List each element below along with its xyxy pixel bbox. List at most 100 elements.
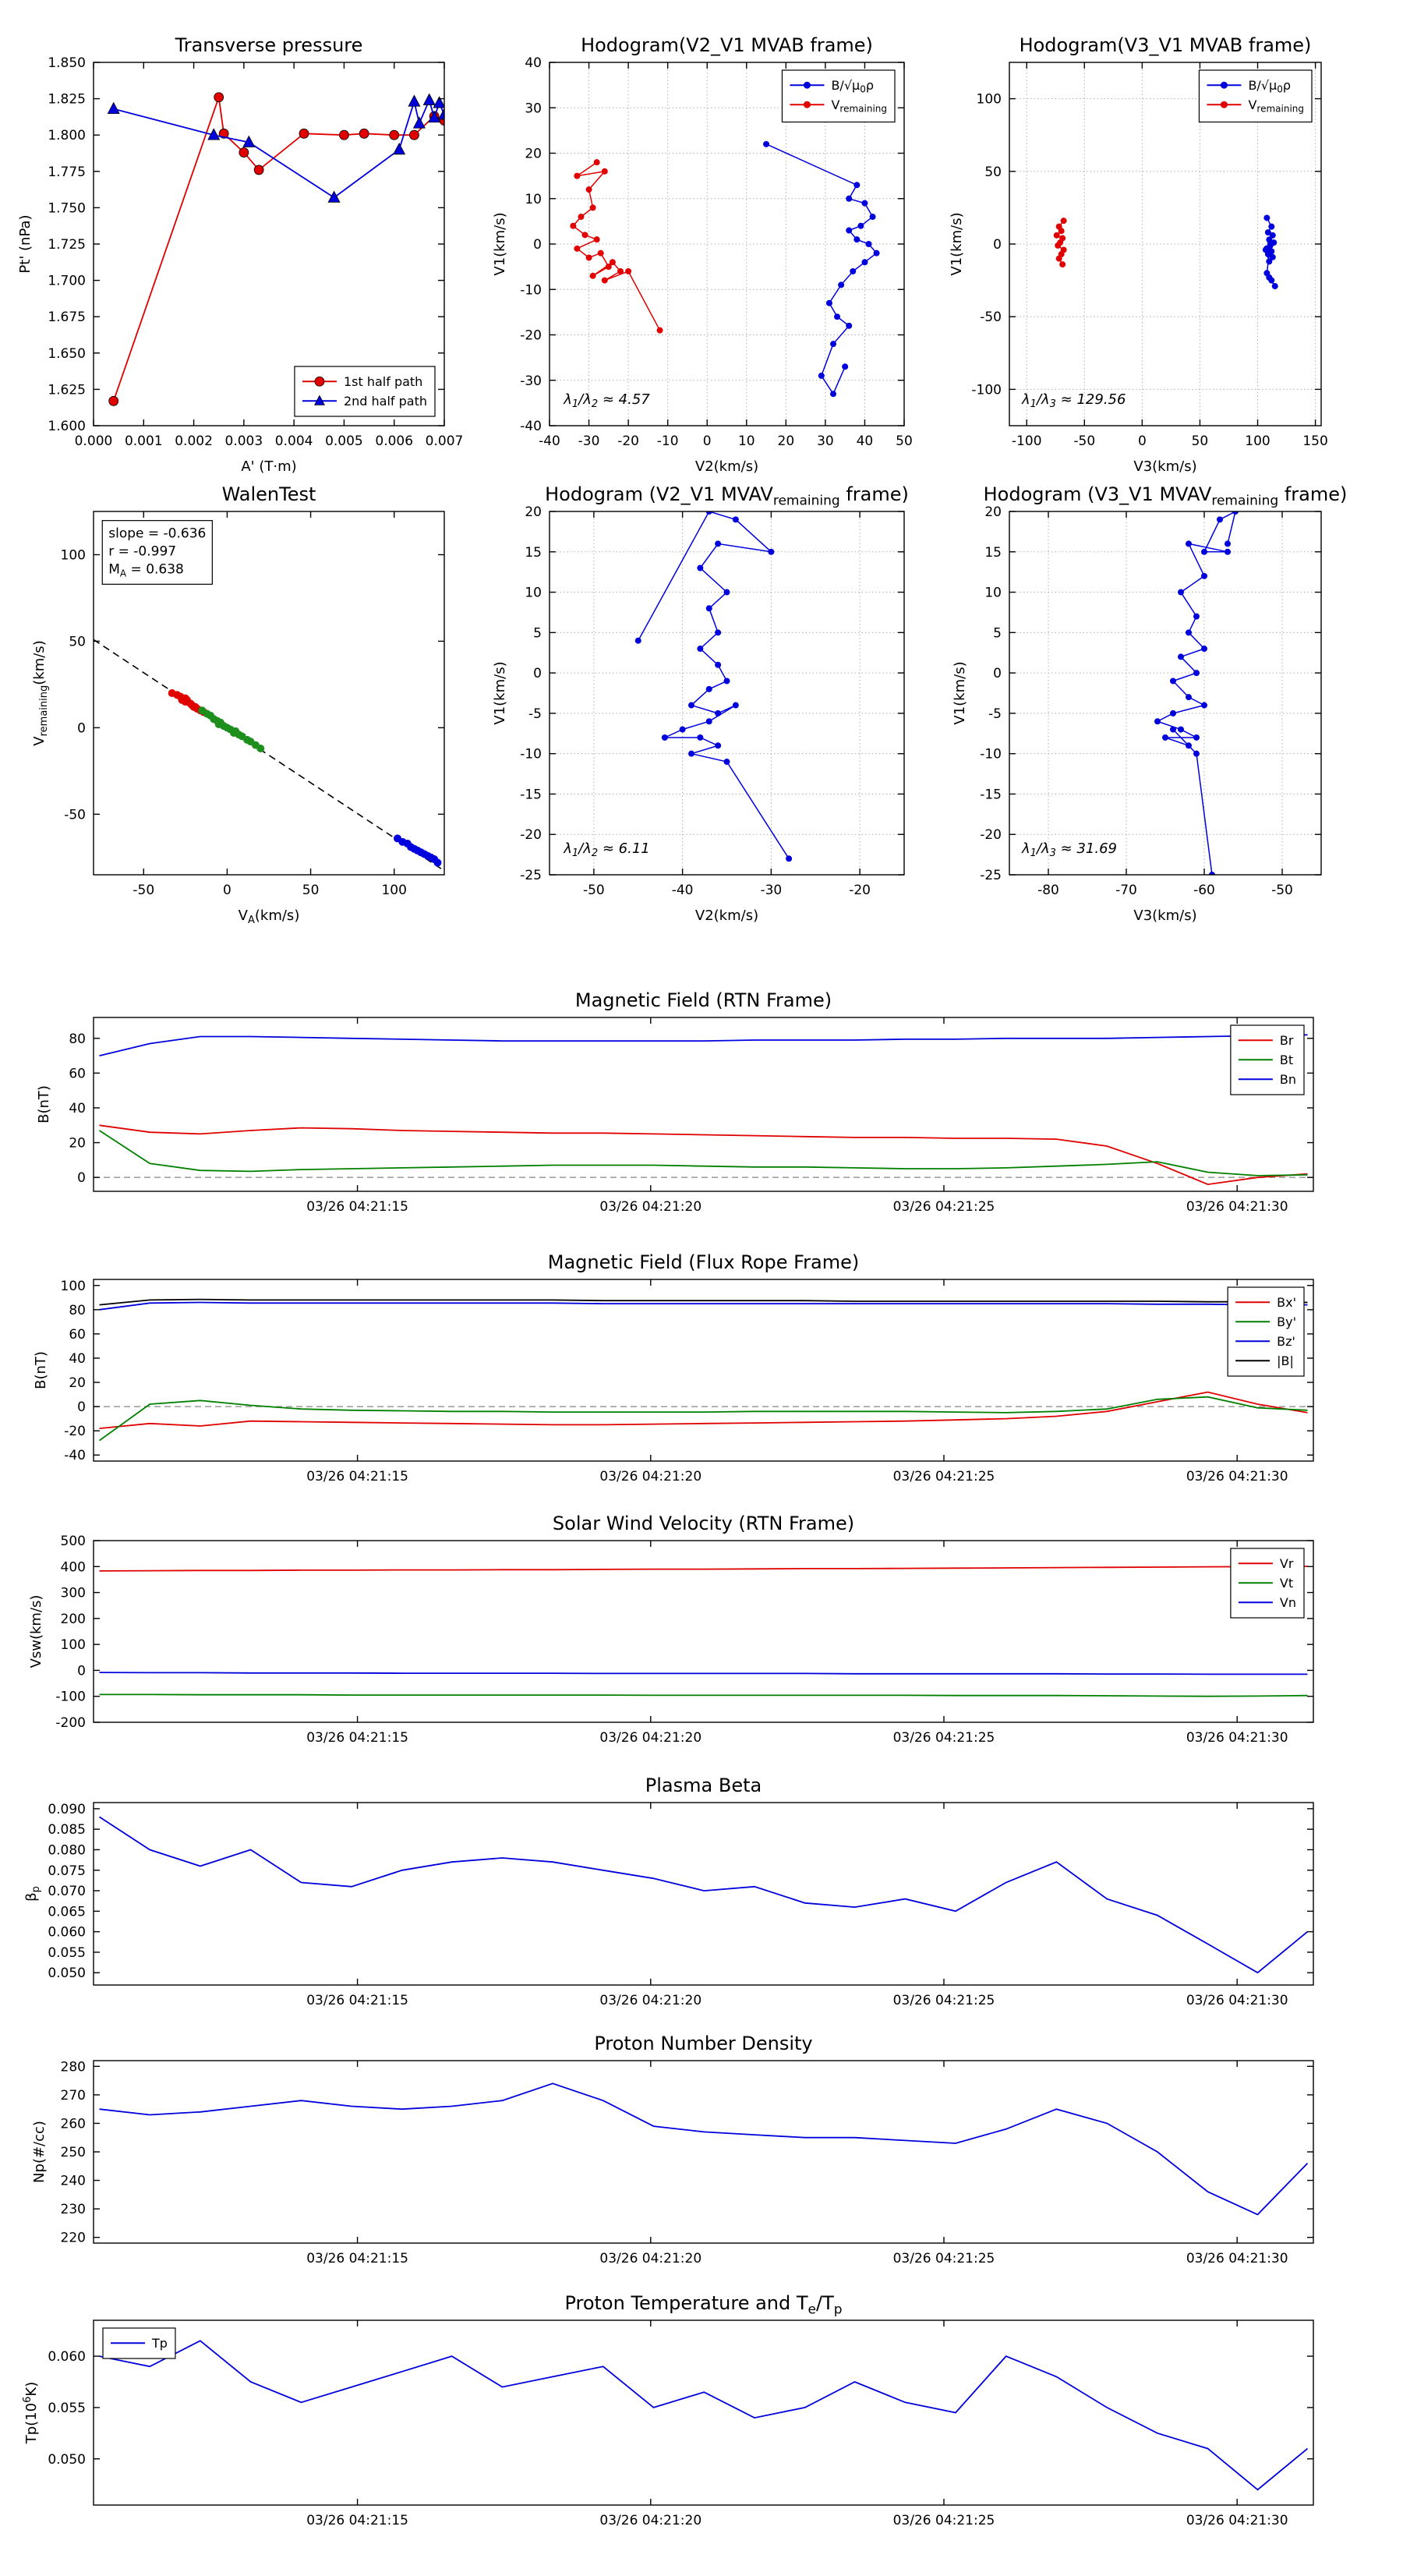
svg-text:-15: -15	[980, 787, 1002, 802]
svg-text:Proton Temperature and Te/Tp: Proton Temperature and Te/Tp	[564, 2292, 842, 2317]
svg-text:260: 260	[61, 2116, 86, 2132]
legend-transverse-pressure: 1st half path 2nd half path	[294, 366, 436, 417]
svg-text:-50: -50	[133, 883, 154, 898]
svg-text:-40: -40	[520, 419, 542, 434]
svg-text:30: 30	[525, 101, 542, 116]
svg-text:-20: -20	[64, 1424, 86, 1439]
series-group-magnetic-field-flux-rope	[98, 1298, 1308, 1442]
svg-text:-20: -20	[849, 883, 871, 898]
svg-text:-10: -10	[520, 747, 542, 763]
panel-hodogram-v2v1-mvav: -50 -40 -30 -20-25-20-15-10-505101520Hodogr…	[492, 483, 909, 924]
svg-text:V3(km/s): V3(km/s)	[1133, 908, 1196, 924]
svg-text:Br: Br	[1280, 1033, 1294, 1048]
panel-hodogram-v2v1-mvab: -40 -30 -20 -10 0 10 20 30 40 50 -40 -30 -20 -10 0 10 20…	[492, 34, 913, 475]
svg-text:B/√μ0ρ: B/√μ0ρ	[831, 78, 874, 95]
svg-text:WalenTest: WalenTest	[222, 483, 316, 505]
svg-text:-40: -40	[64, 1448, 86, 1463]
series-group-hodogram-v2v1-mvab	[570, 140, 880, 398]
svg-text:Bn: Bn	[1280, 1072, 1296, 1087]
svg-text:-30: -30	[578, 433, 600, 449]
svg-text:20: 20	[778, 433, 795, 449]
svg-text:03/26 04:21:20: 03/26 04:21:20	[599, 2251, 702, 2266]
panel-hodogram-v3v1-mvab: -100 -50 0 50 100 150 -100 -50 0 50 100 Hodogram(V3…	[949, 34, 1328, 475]
svg-text:03/26 04:21:30: 03/26 04:21:30	[1186, 2513, 1288, 2528]
svg-text:0.005: 0.005	[325, 433, 363, 449]
svg-text:-50: -50	[1073, 433, 1095, 449]
svg-text:0.070: 0.070	[48, 1884, 86, 1899]
svg-text:100: 100	[61, 547, 86, 563]
svg-text:βp: βp	[23, 1886, 42, 1902]
svg-text:0.006: 0.006	[375, 433, 413, 449]
series-group-magnetic-field-rtn	[99, 1034, 1308, 1186]
svg-text:0.090: 0.090	[48, 1802, 86, 1817]
svg-text:240: 240	[61, 2174, 86, 2189]
svg-text:50: 50	[69, 634, 86, 649]
svg-text:0.060: 0.060	[48, 1925, 86, 1941]
svg-text:270: 270	[61, 2088, 86, 2104]
svg-text:1.700: 1.700	[48, 274, 86, 289]
svg-text:-10: -10	[657, 433, 679, 449]
svg-text:0.080: 0.080	[48, 1842, 86, 1858]
svg-text:0.060: 0.060	[48, 2349, 86, 2365]
svg-text:Bx': Bx'	[1277, 1295, 1296, 1310]
svg-text:-10: -10	[520, 282, 542, 298]
svg-text:03/26 04:21:25: 03/26 04:21:25	[893, 2251, 995, 2266]
svg-text:100: 100	[61, 1637, 86, 1653]
svg-text:80: 80	[69, 1303, 86, 1318]
svg-text:Vsw(km/s): Vsw(km/s)	[28, 1595, 44, 1668]
svg-text:0.000: 0.000	[75, 433, 113, 449]
svg-text:1.750: 1.750	[48, 200, 86, 216]
svg-text:100: 100	[381, 883, 406, 898]
panel-hodogram-v3v1-mvav: -80 -70 -60 -50-25-20-15-10-505101520Hodogr…	[952, 483, 1347, 924]
svg-text:0: 0	[533, 666, 542, 681]
svg-text:Hodogram (V3_V1 MVAVremaining: Hodogram (V3_V1 MVAVremaining frame)	[984, 483, 1348, 508]
panel-solar-wind-velocity-rtn: 03/26 04:21:15 03/26 04:21:20 03/26 04:21:…	[28, 1513, 1314, 1746]
svg-text:V1(km/s): V1(km/s)	[492, 661, 508, 724]
svg-text:-25: -25	[980, 868, 1002, 883]
svg-text:-60: -60	[1193, 883, 1215, 898]
svg-text:-30: -30	[520, 373, 542, 389]
svg-text:Solar Wind Velocity (RTN Frame: Solar Wind Velocity (RTN Frame)	[553, 1513, 854, 1534]
svg-text:V2(km/s): V2(km/s)	[695, 458, 758, 475]
svg-text:0: 0	[77, 720, 86, 736]
svg-text:0.007: 0.007	[426, 433, 464, 449]
svg-text:2nd half path: 2nd half path	[344, 394, 427, 409]
svg-text:-80: -80	[1037, 883, 1059, 898]
svg-text:-50: -50	[1271, 883, 1293, 898]
svg-text:03/26 04:21:15: 03/26 04:21:15	[306, 2251, 408, 2266]
svg-text:03/26 04:21:20: 03/26 04:21:20	[599, 1993, 702, 2008]
svg-text:200: 200	[61, 1612, 86, 1627]
svg-text:03/26 04:21:25: 03/26 04:21:25	[893, 1469, 995, 1484]
svg-text:0.055: 0.055	[48, 2401, 86, 2416]
svg-text:0: 0	[77, 1170, 86, 1186]
panel-magnetic-field-flux-rope: 03/26 04:21:15 03/26 04:21:20 03/26 04:21:…	[33, 1251, 1314, 1484]
svg-text:0: 0	[223, 883, 231, 898]
svg-text:60: 60	[69, 1327, 86, 1343]
svg-text:0: 0	[533, 237, 542, 253]
svg-text:03/26 04:21:15: 03/26 04:21:15	[306, 1469, 408, 1484]
svg-text:-50: -50	[980, 310, 1002, 325]
svg-text:230: 230	[61, 2202, 86, 2217]
svg-text:0.085: 0.085	[48, 1822, 86, 1838]
svg-text:0: 0	[77, 1663, 86, 1679]
svg-text:-20: -20	[520, 827, 542, 843]
panel-proton-number-density: 03/26 04:21:15 03/26 04:21:20 03/26 04:21:…	[31, 2033, 1314, 2266]
svg-text:Hodogram(V2_V1 MVAB frame): Hodogram(V2_V1 MVAB frame)	[581, 34, 873, 56]
svg-text:50: 50	[302, 883, 320, 898]
legend-magnetic-field-rtn: Br Bt Bn	[1230, 1024, 1305, 1095]
svg-text:03/26 04:21:30: 03/26 04:21:30	[1186, 1993, 1288, 2008]
legend-hodogram-v3v1-mvab: B/√μ0ρ Vremaining	[1198, 69, 1313, 123]
svg-text:-20: -20	[520, 328, 542, 344]
svg-text:0.050: 0.050	[48, 2452, 86, 2468]
svg-text:-200: -200	[55, 1715, 86, 1731]
svg-text:Bz': Bz'	[1277, 1334, 1295, 1349]
series-group-proton-number-density	[99, 2082, 1309, 2216]
svg-text:300: 300	[61, 1586, 86, 1601]
panel-magnetic-field-rtn: 03/26 04:21:15 03/26 04:21:20 03/26 04:21:…	[36, 989, 1314, 1215]
svg-text:λ1/λ2 ≈ 6.11: λ1/λ2 ≈ 6.11	[563, 840, 650, 859]
svg-text:Bt: Bt	[1280, 1053, 1293, 1067]
svg-text:1.650: 1.650	[48, 346, 86, 362]
svg-text:0.075: 0.075	[48, 1863, 86, 1879]
